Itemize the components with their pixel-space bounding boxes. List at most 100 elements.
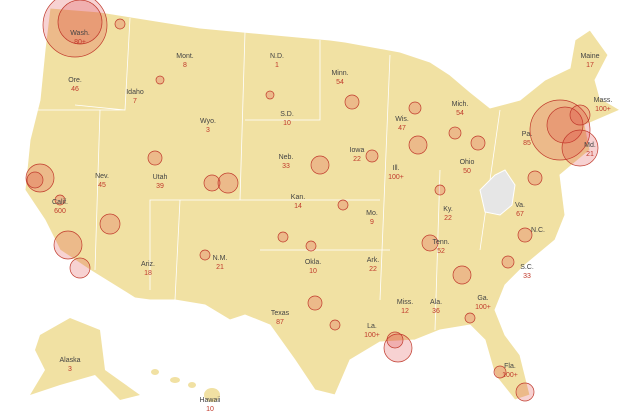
- outbreak-circle: [53, 230, 83, 260]
- state-name: Ark.: [367, 257, 380, 264]
- outbreak-circle: [383, 333, 413, 363]
- case-count: 12: [401, 308, 409, 315]
- outbreak-circle: [155, 75, 165, 85]
- outbreak-circle: [515, 382, 535, 402]
- case-count: 52: [437, 248, 445, 255]
- state-name: S.D.: [280, 111, 294, 118]
- outbreak-circle: [464, 312, 476, 324]
- outbreak-circle: [337, 199, 349, 211]
- state-name: Mo.: [366, 210, 378, 217]
- case-count: 600: [54, 208, 66, 215]
- state-name: Neb.: [279, 154, 294, 161]
- case-count: 100+: [388, 174, 404, 181]
- state-name: Maine: [580, 53, 599, 60]
- state-name: N.C.: [531, 227, 545, 234]
- outbreak-circle: [448, 126, 462, 140]
- case-count: 22: [369, 266, 377, 273]
- state-name: Wyo.: [200, 118, 216, 125]
- case-count: 87: [276, 319, 284, 326]
- state-name: Calif.: [52, 199, 68, 206]
- case-count: 8: [183, 62, 187, 69]
- state-name: Wis.: [395, 116, 409, 123]
- state-name: Utah: [153, 174, 168, 181]
- outbreak-circle: [69, 257, 91, 279]
- outbreak-circle: [452, 265, 472, 285]
- outbreak-circle: [99, 213, 121, 235]
- case-count: 50: [463, 168, 471, 175]
- case-count: 1: [275, 62, 279, 69]
- state-name: Ga.: [477, 295, 488, 302]
- outbreak-circle: [386, 331, 404, 349]
- outbreak-circle: [546, 106, 584, 144]
- west-virginia: [479, 169, 516, 216]
- outbreak-circle: [25, 163, 55, 193]
- case-count: 17: [586, 62, 594, 69]
- state-labels: Wash. 80+ Mont. 8 N.D. 1 Minn. 54 Maine 17 Ore. 46 I…: [52, 30, 612, 413]
- case-count: 3: [68, 366, 72, 373]
- state-name: Ohio: [460, 159, 475, 166]
- state-name: Iowa: [350, 147, 365, 154]
- case-count: 10: [309, 268, 317, 275]
- case-count: 85: [523, 140, 531, 147]
- outbreak-circle: [517, 227, 533, 243]
- alaska: [30, 318, 140, 400]
- outbreak-circle: [408, 101, 422, 115]
- outbreak-circles: [25, 0, 599, 402]
- case-count: 100+: [475, 304, 491, 311]
- outbreak-circle: [307, 295, 323, 311]
- outbreak-circle: [203, 174, 221, 192]
- case-count: 36: [432, 308, 440, 315]
- state-name: Tenn.: [432, 239, 449, 246]
- case-count: 10: [206, 406, 214, 413]
- state-name: Ala.: [430, 299, 442, 306]
- outbreak-circle: [434, 184, 446, 196]
- state-name: N.M.: [213, 255, 228, 262]
- outbreak-circle: [265, 90, 275, 100]
- case-count: 21: [216, 264, 224, 271]
- outbreak-circle: [57, 0, 103, 45]
- outbreak-circle: [561, 129, 599, 167]
- case-count: 45: [98, 182, 106, 189]
- case-count: 18: [144, 270, 152, 277]
- case-count: 54: [336, 79, 344, 86]
- state-name: Hawaii: [199, 397, 220, 404]
- case-count: 33: [523, 273, 531, 280]
- outbreak-circle: [54, 194, 66, 206]
- outbreak-circle: [470, 135, 486, 151]
- case-count: 9: [370, 219, 374, 226]
- outbreak-circle: [408, 135, 428, 155]
- state-name: S.C.: [520, 264, 534, 271]
- state-name: Wash.: [70, 30, 90, 37]
- us-mainland: [24, 7, 622, 401]
- case-count: 3: [206, 127, 210, 134]
- outbreak-circle: [493, 365, 507, 379]
- outbreak-circle: [114, 18, 126, 30]
- case-count: 54: [456, 110, 464, 117]
- state-name: La.: [367, 323, 377, 330]
- state-name: Minn.: [331, 70, 348, 77]
- state-name: Nev.: [95, 173, 109, 180]
- case-count: 47: [398, 125, 406, 132]
- outbreak-circle: [277, 231, 289, 243]
- outbreak-circle: [217, 172, 239, 194]
- outbreak-circle: [421, 234, 439, 252]
- case-count: 67: [516, 211, 524, 218]
- case-count: 10: [283, 120, 291, 127]
- state-name: Va.: [515, 202, 525, 209]
- case-count: 7: [133, 98, 137, 105]
- outbreak-circle: [147, 150, 163, 166]
- state-name: Ill.: [393, 165, 400, 172]
- outbreak-circle: [26, 171, 44, 189]
- case-count: 100+: [364, 332, 380, 339]
- case-count: 22: [444, 215, 452, 222]
- state-name: Alaska: [59, 357, 80, 364]
- outbreak-circle: [42, 0, 108, 58]
- outbreak-circle: [569, 104, 591, 126]
- state-name: Fla.: [504, 363, 516, 370]
- state-name: Miss.: [397, 299, 413, 306]
- case-count: 80+: [74, 39, 86, 46]
- outbreak-circle: [529, 99, 591, 161]
- case-count: 46: [71, 86, 79, 93]
- state-name: Okla.: [305, 259, 321, 266]
- case-count: 14: [294, 203, 302, 210]
